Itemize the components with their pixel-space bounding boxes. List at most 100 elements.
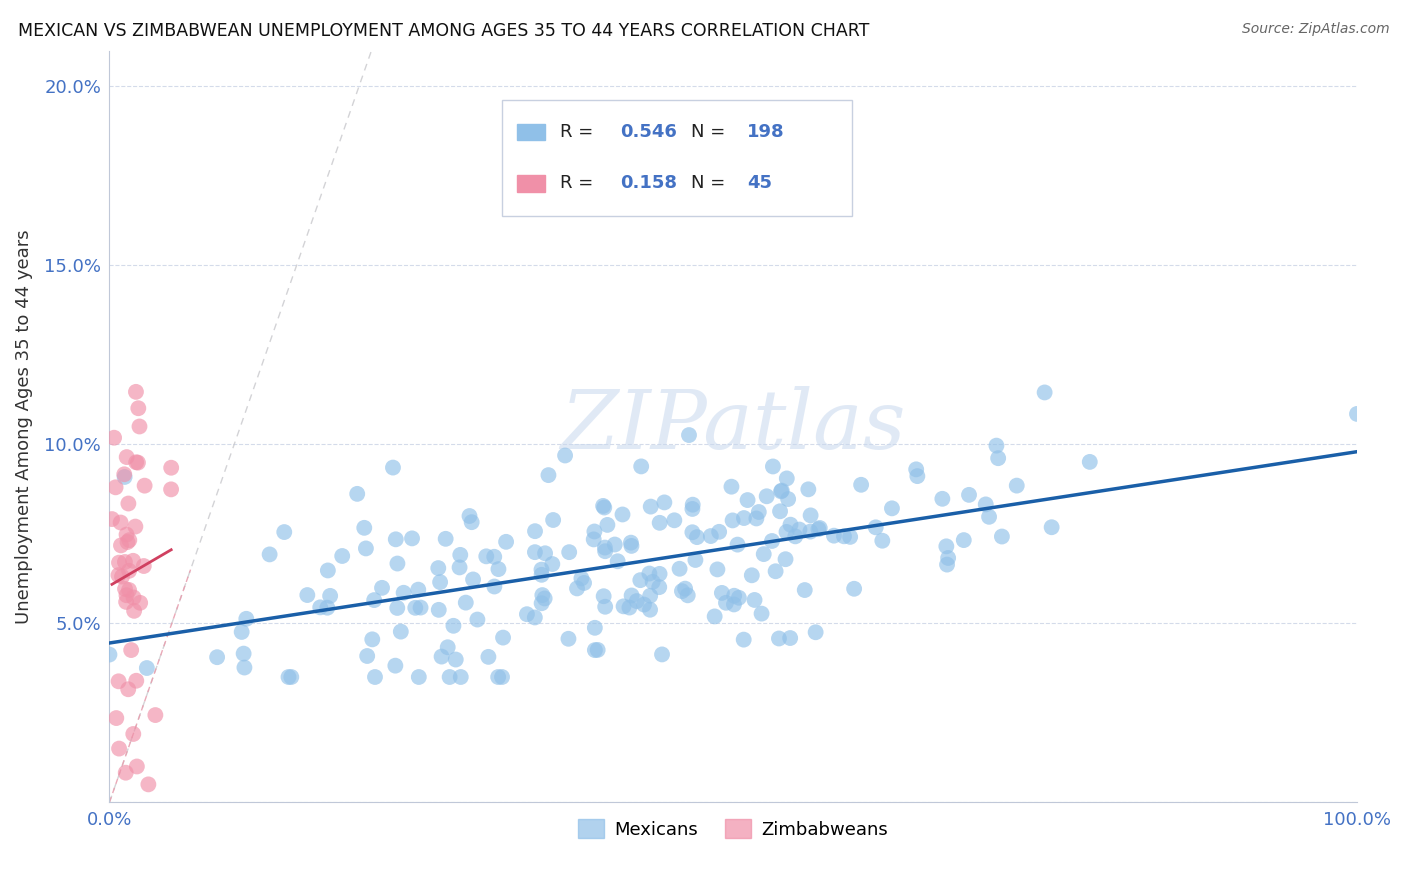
Point [686,530,709,544]
Point [444,652,467,666]
Point [467,613,489,627]
Point [957,488,980,502]
Point [987,451,1010,466]
Point [849,477,872,491]
Point [233,660,256,674]
Point [761,533,783,548]
Point [619,600,641,615]
Point [364,670,387,684]
Point [733,511,755,525]
Point [160,460,183,475]
Text: 0.546: 0.546 [620,123,676,141]
Point [582,533,605,547]
Point [620,589,643,603]
Point [427,561,450,575]
Point [593,500,616,515]
Point [648,566,671,581]
Point [720,480,742,494]
Point [775,524,797,539]
Point [785,529,807,543]
Point [125,673,148,688]
Point [630,459,652,474]
Point [104,480,127,494]
Point [114,582,136,596]
Point [409,600,432,615]
Point [316,564,339,578]
Point [384,533,406,547]
Point [799,524,821,539]
Point [872,533,894,548]
Point [117,496,139,510]
Point [98,648,121,662]
Point [565,582,588,596]
Point [952,533,974,548]
Point [406,582,429,597]
Point [135,661,157,675]
Point [389,624,412,639]
Point [842,582,865,596]
Point [127,456,149,470]
Point [122,554,145,568]
Point [160,483,183,497]
Point [752,547,775,561]
Point [1033,385,1056,400]
Point [408,670,430,684]
Point [768,632,790,646]
Point [654,495,676,509]
Point [603,537,626,551]
Point [935,539,957,553]
Point [434,532,457,546]
Text: N =: N = [690,123,731,141]
Point [593,544,616,558]
Point [800,508,823,523]
Point [387,557,409,571]
Point [128,419,150,434]
Text: 198: 198 [747,123,785,141]
Point [319,589,342,603]
Point [277,670,299,684]
Point [641,574,664,589]
Point [593,541,616,555]
Point [430,649,453,664]
Point [554,449,576,463]
Point [744,593,766,607]
Point [530,563,553,577]
Point [477,649,499,664]
Point [823,529,845,543]
Point [114,765,136,780]
Point [112,467,135,482]
Point [401,532,423,546]
Point [129,596,152,610]
Point [280,670,302,684]
Point [205,650,228,665]
Point [628,573,651,587]
Point [523,545,546,559]
Point [707,524,730,539]
Point [558,545,581,559]
Y-axis label: Unemployment Among Ages 35 to 44 years: Unemployment Among Ages 35 to 44 years [15,229,32,624]
Point [363,593,385,607]
Point [651,648,673,662]
Point [633,598,655,612]
Text: ZIPatlas: ZIPatlas [561,386,905,467]
Point [673,582,696,596]
Point [533,591,555,606]
Point [115,450,138,464]
Point [297,588,319,602]
Point [118,582,141,597]
Point [122,591,145,605]
Legend: Mexicans, Zimbabweans: Mexicans, Zimbabweans [571,812,896,846]
Point [120,643,142,657]
Point [804,625,827,640]
Point [530,567,553,582]
Point [648,580,671,594]
Point [491,670,513,684]
Point [678,428,700,442]
Point [572,576,595,591]
Point [541,513,564,527]
Point [797,483,820,497]
Point [134,478,156,492]
Point [648,516,671,530]
Point [114,470,136,484]
Point [105,711,128,725]
